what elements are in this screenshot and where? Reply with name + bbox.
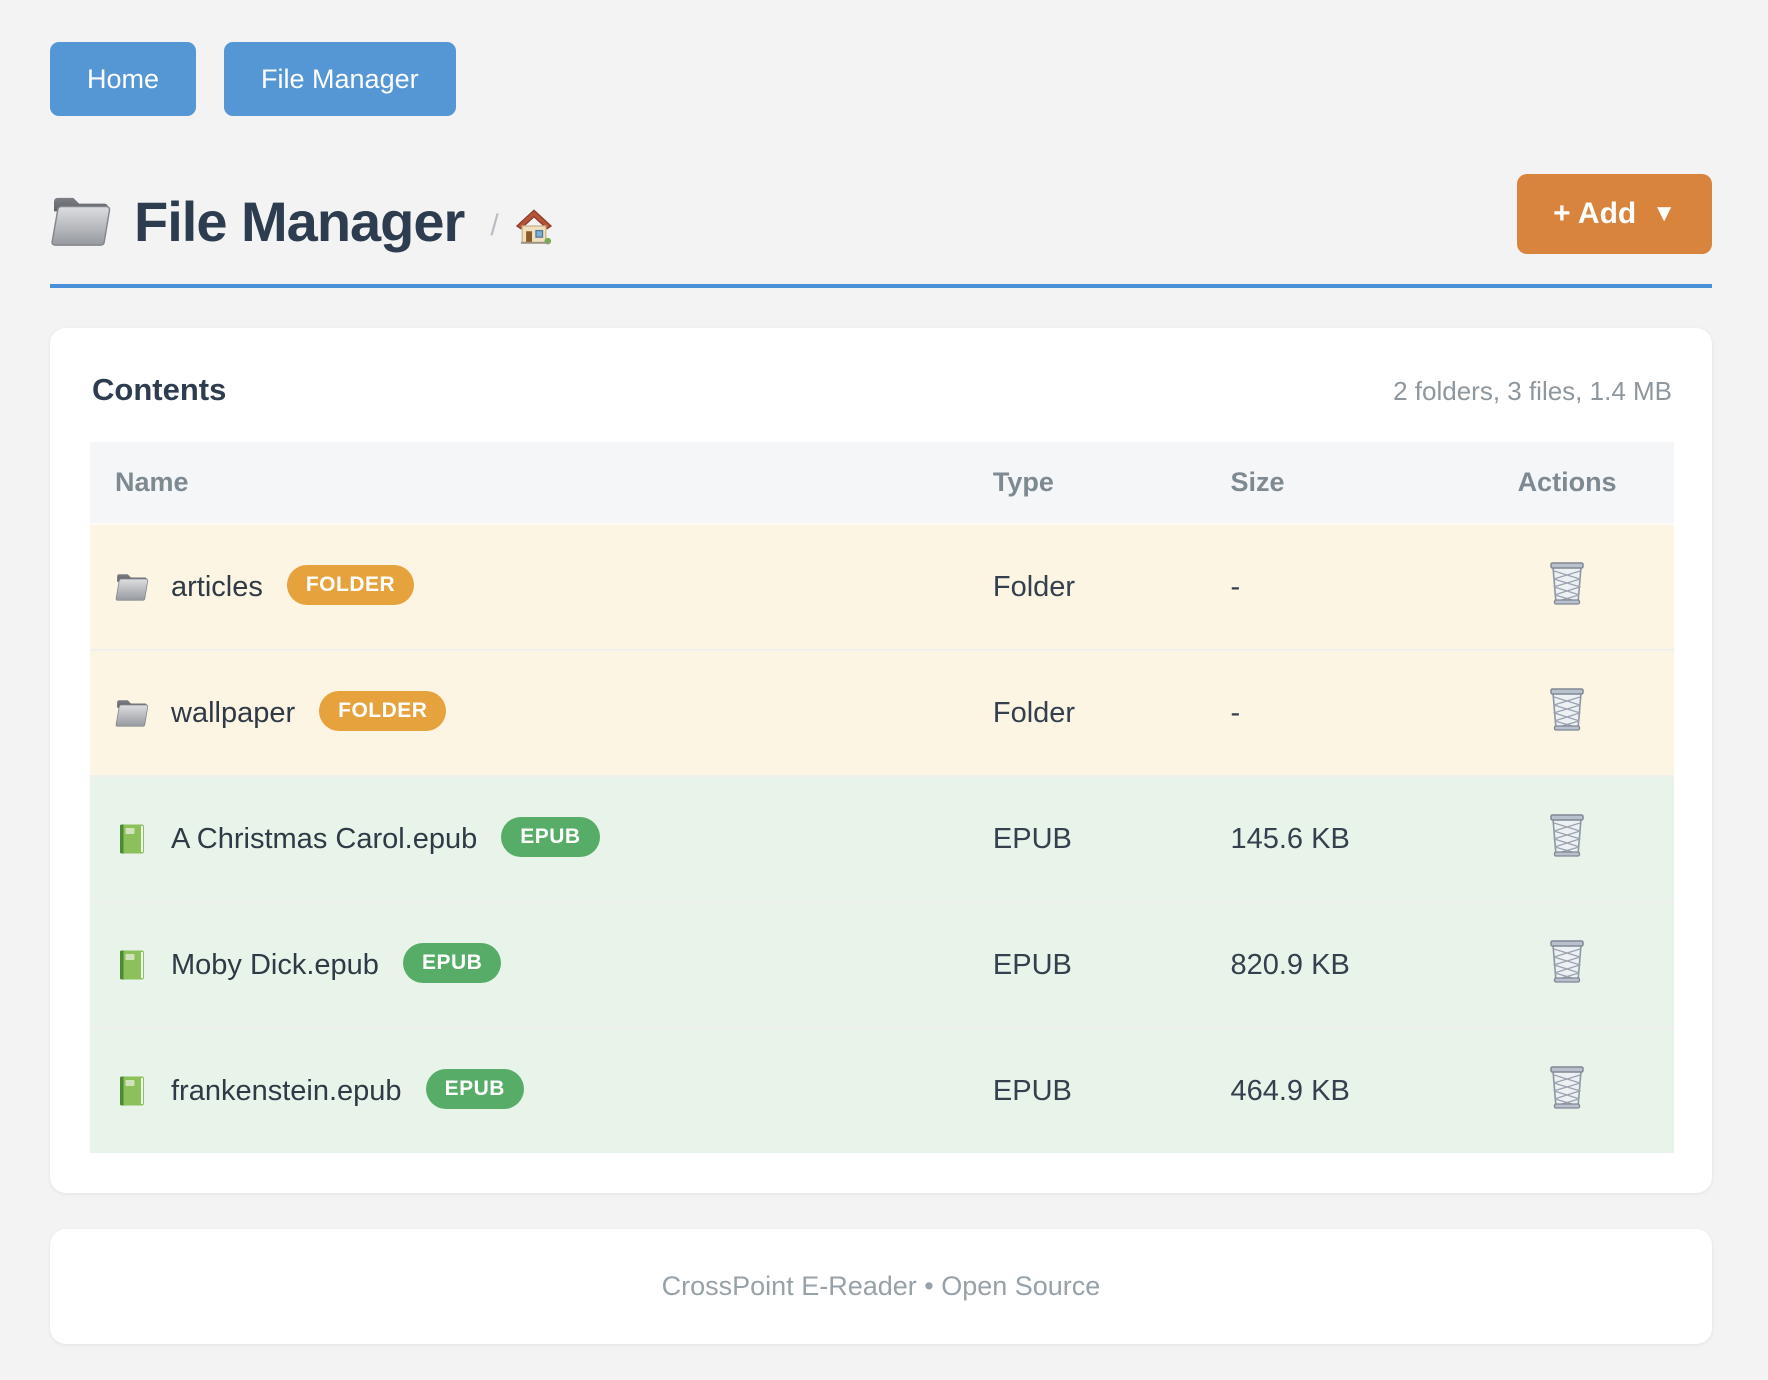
- delete-button[interactable]: [1545, 937, 1589, 985]
- size-cell: -: [1230, 523, 1461, 650]
- trash-icon: [1545, 685, 1589, 733]
- home-button[interactable]: Home: [50, 42, 197, 116]
- size-cell: 820.9 KB: [1230, 901, 1461, 1028]
- delete-button[interactable]: [1545, 1063, 1589, 1111]
- delete-button[interactable]: [1545, 811, 1589, 859]
- delete-button[interactable]: [1545, 685, 1589, 733]
- type-badge: FOLDER: [286, 565, 415, 605]
- home-icon[interactable]: [513, 206, 555, 246]
- breadcrumb: /: [490, 209, 499, 242]
- type-cell: Folder: [992, 523, 1231, 650]
- title-rule: [50, 284, 1712, 288]
- column-header-type: Type: [992, 442, 1231, 524]
- page-header: File Manager / + Add ▼: [50, 174, 1712, 254]
- type-cell: Folder: [992, 649, 1231, 776]
- table-row[interactable]: articles FOLDER Folder -: [90, 523, 1674, 650]
- type-cell: EPUB: [992, 1027, 1231, 1153]
- column-header-name: Name: [90, 442, 993, 524]
- size-cell: -: [1230, 649, 1461, 776]
- contents-card: Contents 2 folders, 3 files, 1.4 MB Name…: [50, 328, 1712, 1193]
- page: Home File Manager File Manager / + Add ▼…: [50, 42, 1712, 1344]
- green-book-icon: [115, 949, 149, 981]
- chevron-down-icon: ▼: [1652, 200, 1676, 227]
- delete-button[interactable]: [1545, 559, 1589, 607]
- file-table: Name Type Size Actions articles FOLDER F…: [90, 442, 1674, 1153]
- file-table-header: Name Type Size Actions: [90, 442, 1674, 524]
- type-badge: EPUB: [501, 817, 600, 857]
- contents-card-header: Contents 2 folders, 3 files, 1.4 MB: [90, 372, 1674, 408]
- file-name-link[interactable]: articles: [171, 570, 263, 603]
- folder-icon: [115, 571, 149, 603]
- folder-icon: [50, 194, 112, 248]
- table-row[interactable]: Moby Dick.epub EPUB EPUB 820.9 KB: [90, 901, 1674, 1028]
- column-header-size: Size: [1230, 442, 1461, 524]
- table-row[interactable]: frankenstein.epub EPUB EPUB 464.9 KB: [90, 1027, 1674, 1153]
- folder-icon: [115, 697, 149, 729]
- footer-text: CrossPoint E-Reader • Open Source: [661, 1271, 1101, 1301]
- trash-icon: [1545, 811, 1589, 859]
- type-badge: EPUB: [425, 1069, 524, 1109]
- file-name-link[interactable]: A Christmas Carol.epub: [171, 822, 478, 855]
- file-manager-button[interactable]: File Manager: [224, 42, 456, 116]
- contents-summary: 2 folders, 3 files, 1.4 MB: [1393, 376, 1672, 406]
- top-nav: Home File Manager: [50, 42, 1712, 116]
- file-name-link[interactable]: wallpaper: [171, 696, 296, 729]
- file-name-link[interactable]: Moby Dick.epub: [171, 948, 379, 981]
- green-book-icon: [115, 823, 149, 855]
- trash-icon: [1545, 1063, 1589, 1111]
- size-cell: 464.9 KB: [1230, 1027, 1461, 1153]
- add-button-label: + Add: [1553, 197, 1637, 230]
- add-button[interactable]: + Add ▼: [1517, 174, 1712, 254]
- type-badge: FOLDER: [319, 691, 447, 731]
- size-cell: 145.6 KB: [1230, 775, 1461, 902]
- trash-icon: [1545, 937, 1589, 985]
- contents-heading: Contents: [92, 372, 227, 407]
- type-cell: EPUB: [992, 775, 1231, 902]
- page-title: File Manager: [134, 189, 465, 253]
- table-row[interactable]: A Christmas Carol.epub EPUB EPUB 145.6 K…: [90, 775, 1674, 902]
- green-book-icon: [115, 1075, 149, 1107]
- type-badge: EPUB: [402, 943, 502, 983]
- footer-card: CrossPoint E-Reader • Open Source: [50, 1229, 1712, 1344]
- title-group: File Manager /: [50, 189, 555, 254]
- file-name-link[interactable]: frankenstein.epub: [171, 1074, 402, 1107]
- table-row[interactable]: wallpaper FOLDER Folder -: [90, 649, 1674, 776]
- trash-icon: [1545, 559, 1589, 607]
- column-header-actions: Actions: [1460, 442, 1674, 524]
- type-cell: EPUB: [992, 901, 1231, 1028]
